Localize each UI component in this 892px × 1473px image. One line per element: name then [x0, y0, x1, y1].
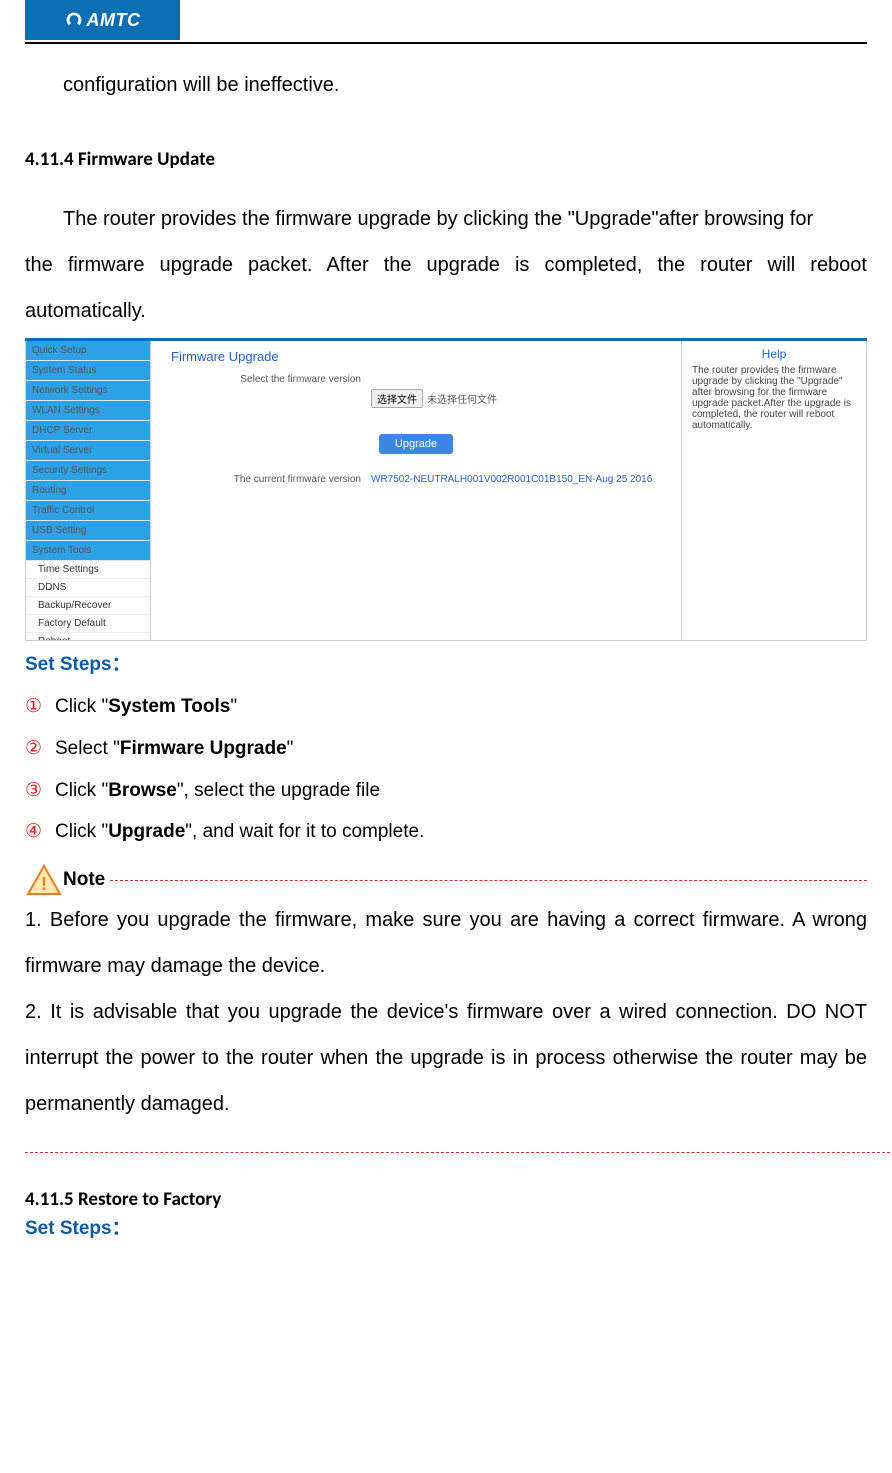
step-num-1: ①: [25, 686, 55, 728]
heading-4114: 4.11.4 Firmware Update: [25, 148, 867, 171]
set-steps-label-2: Set Steps：: [25, 1213, 867, 1240]
sidebar-item-routing[interactable]: Routing: [26, 481, 150, 501]
note-dash-line: [110, 880, 867, 881]
sidebar-item-quick[interactable]: Quick Setup: [26, 341, 150, 361]
current-version-value: WR7502-NEUTRALH001V002R001C01B150_EN-Aug…: [371, 474, 652, 485]
intro-line: configuration will be ineffective.: [25, 62, 867, 108]
step-list: ① Click "System Tools" ② Select "Firmwar…: [25, 686, 867, 853]
sidebar-sub-factory[interactable]: Factory Default: [26, 615, 150, 633]
sidebar-item-traffic[interactable]: Traffic Control: [26, 501, 150, 521]
screenshot-main: Firmware Upgrade Select the firmware ver…: [151, 341, 681, 640]
firmware-screenshot: Quick Setup System Status Network Settin…: [25, 338, 867, 641]
note-header: ! Note: [25, 863, 867, 897]
current-version-label: The current firmware version: [171, 474, 371, 485]
sidebar-sub-backup[interactable]: Backup/Recover: [26, 597, 150, 615]
sidebar-item-dhcp[interactable]: DHCP Server: [26, 421, 150, 441]
note-2: 2. It is advisable that you upgrade the …: [25, 989, 867, 1127]
step-num-3: ③: [25, 770, 55, 812]
sidebar-item-security[interactable]: Security Settings: [26, 461, 150, 481]
sidebar-sub-reboot[interactable]: Reboot: [26, 633, 150, 641]
help-title: Help: [692, 347, 856, 361]
note-label: Note: [63, 869, 105, 891]
sidebar-item-network[interactable]: Network Settings: [26, 381, 150, 401]
para1: the firmware upgrade packet. After the u…: [25, 242, 867, 334]
step-4: ④ Click "Upgrade", and wait for it to co…: [25, 811, 867, 853]
sidebar-item-status[interactable]: System Status: [26, 361, 150, 381]
logo: AMTC: [25, 0, 180, 40]
screenshot-sidebar: Quick Setup System Status Network Settin…: [26, 341, 151, 640]
select-label: Select the firmware version: [171, 374, 371, 385]
heading-4115: 4.11.5 Restore to Factory: [25, 1188, 867, 1211]
closing-dash-line: [25, 1152, 892, 1153]
browse-button[interactable]: 选择文件: [371, 389, 423, 408]
step-num-4: ④: [25, 811, 55, 853]
sidebar-sub-time[interactable]: Time Settings: [26, 561, 150, 579]
set-steps-label: Set Steps：: [25, 649, 867, 676]
header-divider: [25, 42, 867, 44]
screenshot-help: Help The router provides the firmware up…: [681, 341, 866, 640]
sidebar-item-tools[interactable]: System Tools: [26, 541, 150, 561]
no-file-label: 未选择任何文件: [427, 391, 497, 406]
step-2: ② Select "Firmware Upgrade": [25, 728, 867, 770]
sidebar-item-wlan[interactable]: WLAN Settings: [26, 401, 150, 421]
para1a: The router provides the firmware upgrade…: [25, 196, 867, 242]
sidebar-item-usb[interactable]: USB Setting: [26, 521, 150, 541]
step-3: ③ Click "Browse", select the upgrade fil…: [25, 770, 867, 812]
svg-text:!: !: [41, 874, 47, 894]
step-num-2: ②: [25, 728, 55, 770]
warning-icon: !: [25, 863, 63, 897]
note-1: 1. Before you upgrade the firmware, make…: [25, 897, 867, 989]
firmware-title: Firmware Upgrade: [171, 349, 661, 364]
step-1: ① Click "System Tools": [25, 686, 867, 728]
logo-text: AMTC: [87, 10, 141, 31]
help-body: The router provides the firmware upgrade…: [692, 365, 856, 431]
upgrade-button[interactable]: Upgrade: [379, 434, 453, 454]
sidebar-item-virtual[interactable]: Virtual Server: [26, 441, 150, 461]
sidebar-sub-ddns[interactable]: DDNS: [26, 579, 150, 597]
